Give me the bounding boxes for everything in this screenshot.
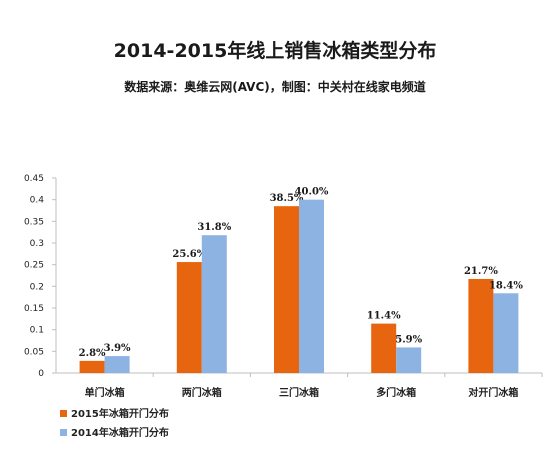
chart-axes: 0 0.05 0.1 0.15 0.2 0.25 0.3 0.35 0.4 0.45 单门冰箱 两门冰… <box>24 174 543 399</box>
bar <box>468 278 494 373</box>
x-category-label: 单门冰箱 <box>85 386 125 399</box>
legend-swatch <box>60 429 67 436</box>
data-label: 40.0% <box>295 187 329 198</box>
y-tick-label: 0 <box>38 369 44 379</box>
x-category-label: 多门冰箱 <box>376 386 416 399</box>
bar <box>176 262 202 373</box>
chart-bars: 2.8%3.9% 25.6% 31.8% 38.5%40.0% 11.4% 5.9% 21.… <box>79 187 523 373</box>
data-label: 11.4% <box>367 311 401 322</box>
data-label: 25.6% <box>172 249 206 260</box>
x-category-label: 对开门冰箱 <box>468 386 518 399</box>
legend-label: 2014年冰箱开门分布 <box>71 426 169 439</box>
chart-subtitle: 数据来源：奥维云网(AVC)，制图：中关村在线家电频道 <box>124 80 426 94</box>
y-tick-label: 0.1 <box>30 326 44 336</box>
data-label: 31.8% <box>197 222 231 233</box>
data-label: 21.7% <box>464 266 498 277</box>
bar <box>201 235 227 373</box>
y-tick-label: 0.2 <box>30 282 44 292</box>
chart-title: 2014-2015年线上销售冰箱类型分布 <box>113 40 437 62</box>
bar <box>104 356 130 373</box>
y-tick-label: 0.15 <box>24 304 44 314</box>
data-label: 18.4% <box>489 280 523 291</box>
bar <box>396 347 422 373</box>
data-label: 5.9% <box>395 334 422 345</box>
y-tick-label: 0.45 <box>24 174 44 184</box>
y-tick-label: 0.05 <box>24 347 44 357</box>
data-label: 3.9% <box>104 343 131 354</box>
y-tick-label: 0.35 <box>24 217 44 227</box>
bar <box>79 360 105 373</box>
y-tick-label: 0.4 <box>30 196 45 206</box>
legend-swatch <box>60 410 67 417</box>
bar <box>274 206 299 373</box>
data-label: 2.8% <box>79 348 106 359</box>
data-label: 38.5% <box>270 193 304 204</box>
chart-legend: 2015年冰箱开门分布 2014年冰箱开门分布 <box>60 407 169 439</box>
y-tick-label: 0.25 <box>24 261 44 271</box>
legend-label: 2015年冰箱开门分布 <box>71 407 169 420</box>
y-tick-label: 0.3 <box>30 239 44 249</box>
x-category-label: 两门冰箱 <box>182 386 222 399</box>
bar <box>493 293 519 373</box>
x-category-label: 三门冰箱 <box>279 386 319 399</box>
bar <box>371 323 397 373</box>
bar <box>299 199 324 373</box>
